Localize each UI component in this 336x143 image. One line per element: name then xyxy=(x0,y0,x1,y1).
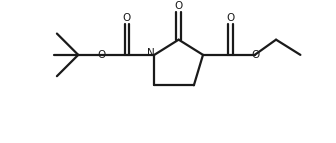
Text: O: O xyxy=(251,50,259,60)
Text: O: O xyxy=(123,13,131,23)
Text: O: O xyxy=(226,13,235,23)
Text: O: O xyxy=(174,1,183,11)
Text: N: N xyxy=(148,48,155,58)
Text: O: O xyxy=(98,50,106,60)
